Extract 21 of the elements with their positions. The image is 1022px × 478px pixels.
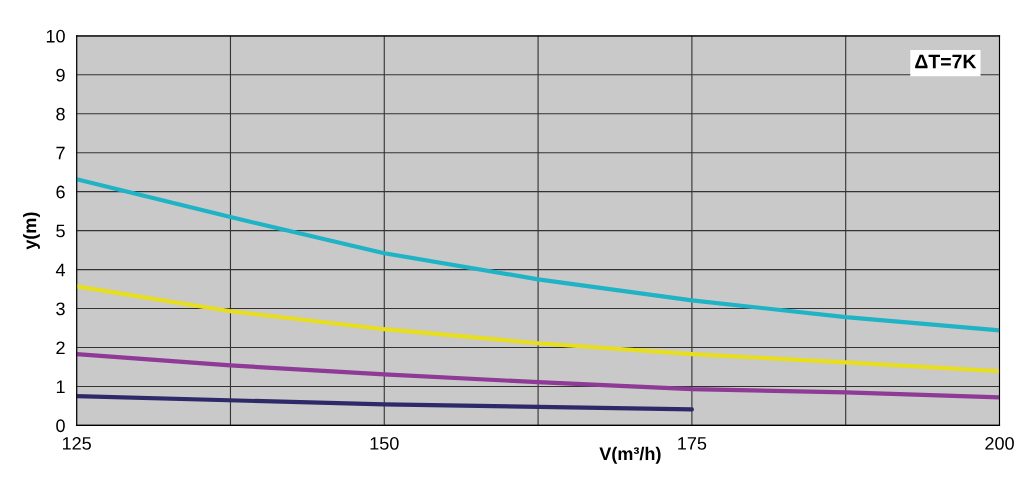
y-tick-label: 0: [56, 419, 65, 433]
y-tick-label: 7: [56, 146, 65, 160]
line-series: [76, 177, 1000, 333]
y-tick-label: 3: [56, 302, 65, 316]
annotation: ΔT=7K: [915, 54, 977, 69]
y-tick-label: 2: [56, 341, 65, 355]
x-tick-label: 200: [985, 437, 1014, 450]
y-tick-label: 5: [56, 224, 65, 238]
line-series: [76, 284, 1000, 374]
line-series: [76, 352, 1000, 400]
y-tick-label: 4: [55, 263, 66, 277]
y-tick-label: 9: [56, 68, 65, 82]
x-axis-title: V(m³/h): [599, 446, 661, 464]
y-tick-label: 8: [56, 107, 65, 121]
x-tick-label: 125: [62, 437, 91, 450]
y-tick-label: 1: [56, 380, 65, 394]
x-tick-label: 175: [678, 437, 707, 450]
x-tick-label: 150: [370, 437, 399, 450]
y-tick-label: 6: [56, 185, 65, 199]
y-tick-label: 10: [46, 29, 65, 43]
y-axis-title: y(m): [23, 212, 40, 250]
